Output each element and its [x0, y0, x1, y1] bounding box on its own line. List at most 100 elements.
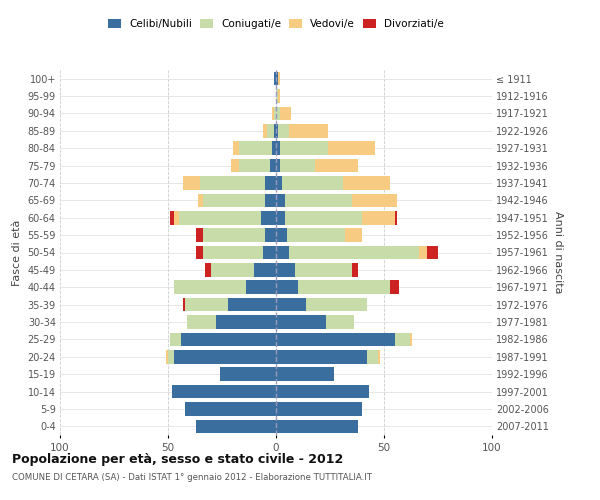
Bar — [274, 124, 276, 138]
Bar — [276, 142, 280, 155]
Bar — [298, 280, 391, 294]
Bar — [295, 263, 352, 276]
Bar — [274, 106, 276, 120]
Bar — [276, 246, 289, 260]
Bar — [211, 263, 254, 276]
Bar — [254, 263, 276, 276]
Bar — [276, 368, 334, 381]
Bar — [265, 176, 276, 190]
Bar — [276, 332, 395, 346]
Bar — [352, 263, 358, 276]
Bar — [284, 194, 352, 207]
Bar — [196, 228, 203, 242]
Bar — [280, 142, 328, 155]
Y-axis label: Fasce di età: Fasce di età — [12, 220, 22, 286]
Bar — [278, 90, 280, 103]
Bar — [343, 176, 391, 190]
Bar — [280, 106, 291, 120]
Bar — [198, 194, 203, 207]
Bar — [203, 228, 265, 242]
Bar — [187, 315, 215, 329]
Bar — [276, 350, 367, 364]
Bar — [274, 72, 276, 86]
Bar — [265, 194, 276, 207]
Bar — [367, 350, 377, 364]
Bar — [203, 194, 265, 207]
Bar — [278, 72, 280, 86]
Text: COMUNE DI CETARA (SA) - Dati ISTAT 1° gennaio 2012 - Elaborazione TUTTITALIA.IT: COMUNE DI CETARA (SA) - Dati ISTAT 1° ge… — [12, 472, 372, 482]
Bar — [183, 176, 200, 190]
Bar — [276, 106, 280, 120]
Bar — [276, 159, 280, 172]
Bar — [276, 211, 284, 224]
Bar — [283, 176, 343, 190]
Bar — [170, 211, 175, 224]
Bar — [200, 176, 265, 190]
Bar — [268, 124, 274, 138]
Bar — [395, 211, 397, 224]
Bar — [239, 142, 272, 155]
Bar — [172, 385, 276, 398]
Bar — [203, 246, 263, 260]
Bar — [261, 211, 276, 224]
Bar — [328, 142, 376, 155]
Bar — [175, 211, 179, 224]
Bar — [326, 315, 354, 329]
Bar — [181, 332, 276, 346]
Bar — [263, 246, 276, 260]
Bar — [220, 368, 276, 381]
Bar — [276, 72, 278, 86]
Bar — [246, 280, 276, 294]
Bar — [419, 246, 427, 260]
Bar — [276, 90, 278, 103]
Bar — [276, 280, 298, 294]
Bar — [289, 246, 419, 260]
Bar — [276, 315, 326, 329]
Bar — [287, 228, 345, 242]
Bar — [179, 211, 261, 224]
Bar — [166, 350, 168, 364]
Bar — [265, 228, 276, 242]
Bar — [377, 350, 380, 364]
Bar — [276, 420, 358, 433]
Bar — [229, 298, 276, 312]
Bar — [427, 246, 438, 260]
Bar — [175, 350, 276, 364]
Bar — [352, 194, 397, 207]
Bar — [185, 298, 229, 312]
Bar — [276, 176, 283, 190]
Bar — [196, 246, 203, 260]
Bar — [345, 228, 362, 242]
Bar — [205, 263, 211, 276]
Bar — [196, 420, 276, 433]
Bar — [280, 159, 315, 172]
Legend: Celibi/Nubili, Coniugati/e, Vedovi/e, Divorziati/e: Celibi/Nubili, Coniugati/e, Vedovi/e, Di… — [108, 18, 444, 29]
Bar — [395, 332, 410, 346]
Bar — [276, 385, 369, 398]
Bar — [269, 159, 276, 172]
Bar — [276, 124, 278, 138]
Bar — [276, 263, 295, 276]
Y-axis label: Anni di nascita: Anni di nascita — [553, 211, 563, 294]
Bar — [263, 124, 268, 138]
Bar — [276, 194, 284, 207]
Bar — [230, 159, 239, 172]
Bar — [276, 298, 306, 312]
Bar — [315, 159, 358, 172]
Bar — [306, 298, 367, 312]
Bar — [391, 280, 399, 294]
Bar — [289, 124, 328, 138]
Bar — [272, 106, 274, 120]
Bar — [276, 402, 362, 415]
Bar — [170, 332, 181, 346]
Bar — [233, 142, 239, 155]
Bar — [215, 315, 276, 329]
Text: Popolazione per età, sesso e stato civile - 2012: Popolazione per età, sesso e stato civil… — [12, 452, 343, 466]
Bar — [183, 298, 185, 312]
Bar — [410, 332, 412, 346]
Bar — [175, 280, 246, 294]
Bar — [362, 211, 395, 224]
Bar — [168, 350, 175, 364]
Bar — [278, 124, 289, 138]
Bar — [272, 142, 276, 155]
